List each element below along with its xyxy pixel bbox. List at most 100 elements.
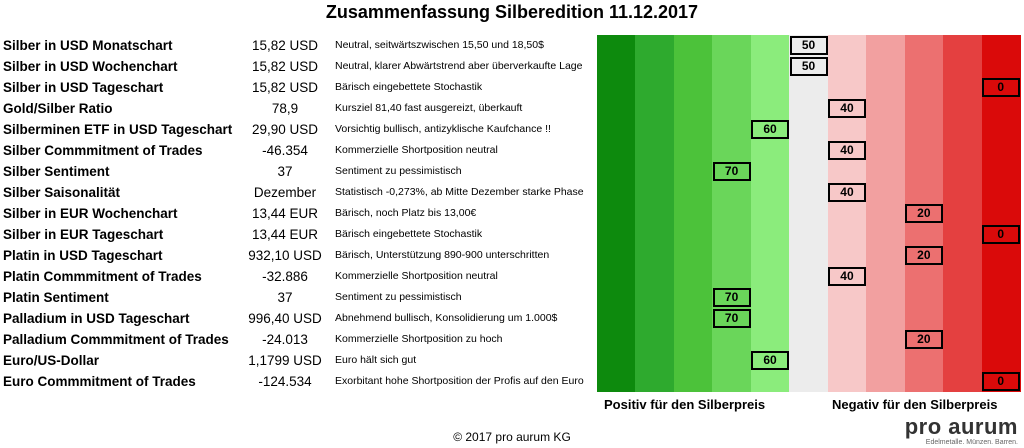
score-segment	[750, 98, 790, 119]
score-segment	[827, 35, 867, 56]
score-segment	[981, 35, 1021, 56]
score-marker: 0	[981, 78, 1020, 97]
score-segment	[673, 56, 713, 77]
score-segment	[827, 56, 867, 77]
score-segment	[789, 350, 829, 371]
score-segment	[866, 308, 906, 329]
indicator-comment: Bärisch eingebettete Stochastik	[335, 81, 483, 93]
score-segment	[750, 371, 790, 392]
score-segment	[904, 350, 944, 371]
score-segment	[712, 161, 752, 182]
score-marker: 70	[712, 288, 751, 307]
score-segment	[750, 203, 790, 224]
score-segment	[866, 77, 906, 98]
indicator-value: -32.886	[262, 269, 308, 284]
indicator-label: Silber in EUR Wochenchart	[3, 206, 178, 221]
indicator-value: 15,82 USD	[251, 59, 319, 74]
score-segment	[597, 161, 637, 182]
indicator-row: Palladium Commmitment of Trades -24.013 Ko…	[0, 329, 1024, 350]
score-segment	[635, 245, 675, 266]
score-segment	[635, 77, 675, 98]
score-segment	[750, 224, 790, 245]
score-segment	[750, 77, 790, 98]
score-bar: 50	[597, 56, 1021, 77]
score-segment	[597, 287, 637, 308]
score-segment	[827, 161, 867, 182]
score-segment	[712, 98, 752, 119]
score-segment	[943, 77, 983, 98]
score-segment	[712, 56, 752, 77]
score-segment	[712, 35, 752, 56]
score-segment	[789, 35, 829, 56]
score-segment	[943, 245, 983, 266]
score-segment	[866, 203, 906, 224]
score-segment	[866, 224, 906, 245]
score-segment	[750, 161, 790, 182]
score-bar: 70	[597, 161, 1021, 182]
indicator-value: 37	[277, 164, 293, 179]
indicator-value: 78,9	[271, 101, 299, 116]
indicator-row: Euro Commmitment of Trades -124.534 Exorbi…	[0, 371, 1024, 392]
score-segment	[789, 287, 829, 308]
score-marker: 50	[789, 36, 828, 55]
score-segment	[597, 182, 637, 203]
score-segment	[866, 266, 906, 287]
score-segment	[597, 119, 637, 140]
score-bar: 60	[597, 119, 1021, 140]
indicator-comment: Bärisch, noch Platz bis 13,00€	[335, 207, 477, 219]
indicator-label: Platin in USD Tageschart	[3, 248, 163, 263]
score-segment	[597, 329, 637, 350]
score-marker: 20	[904, 246, 943, 265]
indicator-label: Silber Saisonalität	[3, 185, 121, 200]
score-segment	[635, 371, 675, 392]
score-segment	[981, 119, 1021, 140]
score-segment	[981, 77, 1021, 98]
score-segment	[827, 350, 867, 371]
score-segment	[635, 308, 675, 329]
score-bar: 20	[597, 329, 1021, 350]
score-segment	[827, 371, 867, 392]
score-segment	[789, 119, 829, 140]
indicator-row: Platin Sentiment 37 Sentiment zu pessimist…	[0, 287, 1024, 308]
score-segment	[904, 140, 944, 161]
score-segment	[866, 182, 906, 203]
score-bar: 70	[597, 287, 1021, 308]
indicator-label: Silber in EUR Tageschart	[3, 227, 164, 242]
indicator-comment: Euro hält sich gut	[335, 354, 417, 366]
positive-axis-label: Positiv für den Silberpreis	[604, 397, 766, 412]
score-segment	[635, 287, 675, 308]
negative-axis-label: Negativ für den Silberpreis	[832, 397, 998, 412]
indicator-row: Palladium in USD Tageschart 996,40 USD Abn…	[0, 308, 1024, 329]
indicator-row: Silber in EUR Tageschart 13,44 EUR Bärisch…	[0, 224, 1024, 245]
score-segment	[904, 119, 944, 140]
score-segment	[597, 350, 637, 371]
indicator-value: 15,82 USD	[251, 38, 319, 53]
score-segment	[827, 98, 867, 119]
score-segment	[673, 77, 713, 98]
indicator-value: -124.534	[258, 374, 312, 389]
score-marker: 0	[981, 225, 1020, 244]
score-segment	[904, 308, 944, 329]
score-marker: 0	[981, 372, 1020, 391]
score-segment	[673, 35, 713, 56]
score-segment	[712, 203, 752, 224]
indicator-value: 996,40 USD	[248, 311, 322, 326]
score-segment	[789, 245, 829, 266]
score-segment	[635, 98, 675, 119]
score-segment	[597, 245, 637, 266]
score-bar: 40	[597, 266, 1021, 287]
score-bar: 0	[597, 371, 1021, 392]
score-segment	[866, 35, 906, 56]
score-bar: 40	[597, 98, 1021, 119]
score-segment	[712, 140, 752, 161]
score-marker: 40	[827, 267, 866, 286]
score-segment	[673, 182, 713, 203]
score-segment	[866, 350, 906, 371]
score-segment	[943, 119, 983, 140]
score-segment	[750, 245, 790, 266]
score-segment	[789, 308, 829, 329]
score-segment	[712, 119, 752, 140]
score-marker: 20	[904, 330, 943, 349]
score-segment	[981, 140, 1021, 161]
score-segment	[635, 119, 675, 140]
